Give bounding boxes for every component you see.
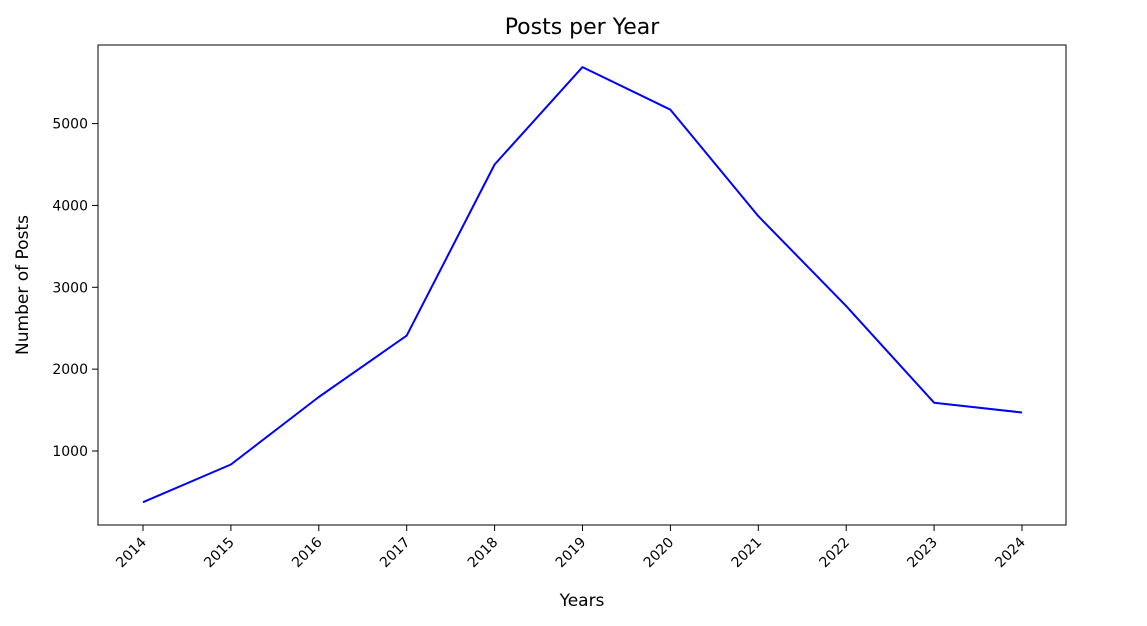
- x-tick-label: 2018: [465, 535, 502, 572]
- plot-area: [98, 45, 1066, 525]
- x-tick-label: 2021: [729, 535, 766, 572]
- x-tick-label: 2022: [817, 535, 854, 572]
- plot-frame: [97, 44, 1067, 526]
- y-tick-label: 2000: [52, 362, 88, 378]
- x-tick-label: 2019: [553, 535, 590, 572]
- y-axis-label: Number of Posts: [13, 215, 33, 355]
- x-axis-label: Years: [559, 591, 605, 611]
- x-tick-label: 2016: [289, 534, 326, 571]
- x-tick-label: 2020: [641, 535, 678, 572]
- y-tick-label: 5000: [52, 117, 88, 133]
- x-tick-label: 2023: [904, 535, 941, 572]
- series-line: [142, 66, 1023, 504]
- y-tick-label: 4000: [52, 198, 88, 214]
- x-tick-label: 2024: [992, 534, 1029, 571]
- x-tick-label: 2015: [201, 535, 238, 572]
- chart-title: Posts per Year: [505, 15, 661, 40]
- x-tick-label: 2014: [113, 534, 150, 571]
- y-tick-label: 3000: [52, 280, 88, 296]
- x-tick-label: 2017: [377, 535, 414, 572]
- y-tick-label: 1000: [52, 444, 88, 460]
